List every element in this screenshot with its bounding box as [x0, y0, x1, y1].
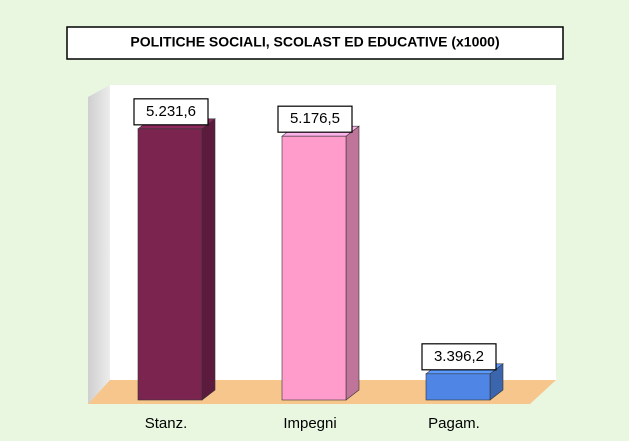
value-label-box	[277, 105, 353, 133]
value-label-box	[133, 98, 209, 126]
value-label: 5.231,6	[146, 103, 196, 120]
bar	[281, 135, 347, 401]
title-box	[66, 26, 564, 60]
bar-side	[345, 125, 360, 401]
value-label: 3.396,2	[434, 348, 484, 365]
x-tick-label: Stanz.	[145, 415, 188, 432]
value-label: 5.176,5	[290, 110, 340, 127]
x-tick-label: Impegni	[283, 415, 336, 432]
x-tick-label: Pagam.	[428, 415, 480, 432]
bar-side	[201, 118, 216, 401]
bar	[425, 373, 491, 401]
value-label-box	[421, 343, 497, 371]
left-wall	[88, 85, 110, 404]
chart-title: POLITICHE SOCIALI, SCOLAST ED EDUCATIVE …	[130, 34, 499, 50]
bar	[137, 128, 203, 401]
